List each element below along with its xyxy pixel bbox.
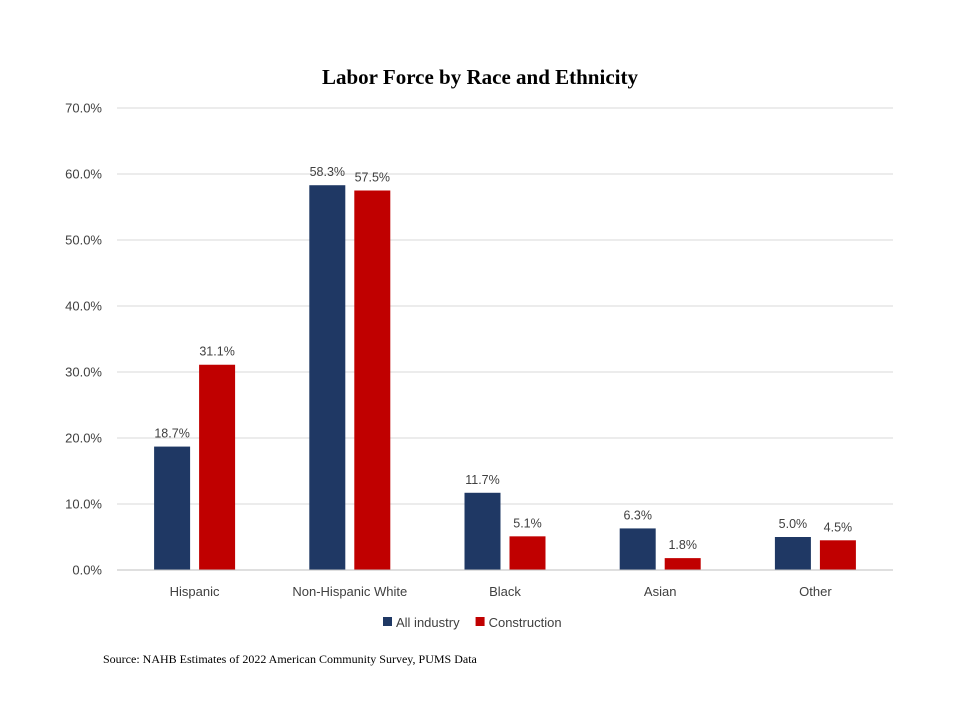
legend-label: All industry — [396, 615, 460, 630]
category-label: Asian — [644, 584, 677, 599]
y-tick-label: 30.0% — [65, 365, 102, 380]
data-label: 57.5% — [355, 171, 390, 185]
bar — [774, 537, 811, 570]
bar — [819, 540, 856, 570]
y-tick-label: 60.0% — [65, 167, 102, 182]
category-label: Hispanic — [170, 584, 220, 599]
legend-swatch — [475, 617, 485, 626]
data-labels: 18.7% 31.1% 58.3% 57.5% 11.7% 5.1% 6.3% 1.8% 5.0… — [154, 165, 852, 552]
legend-swatch — [383, 617, 392, 626]
chart-title: Labor Force by Race and Ethnicity — [322, 65, 638, 89]
y-tick-label: 40.0% — [65, 299, 102, 314]
bar — [664, 558, 701, 570]
y-axis-ticks: 0.0% 10.0% 20.0% 30.0% 40.0% 50.0% 60.0% 70.0% — [65, 101, 102, 578]
bar — [309, 185, 346, 570]
data-label: 4.5% — [824, 520, 853, 534]
bar — [199, 364, 236, 570]
data-label: 18.7% — [154, 427, 189, 441]
bar — [154, 446, 191, 570]
y-tick-label: 20.0% — [65, 431, 102, 446]
data-label: 5.0% — [779, 517, 808, 531]
bar — [354, 190, 391, 570]
data-label: 1.8% — [668, 538, 697, 552]
y-tick-label: 50.0% — [65, 233, 102, 248]
y-tick-label: 0.0% — [72, 563, 102, 578]
x-axis-categories: Hispanic Non-Hispanic White Black Asian Othe… — [170, 584, 833, 599]
data-label: 5.1% — [513, 516, 542, 530]
data-label: 31.1% — [199, 345, 234, 359]
bar — [619, 528, 656, 570]
category-label: Non-Hispanic White — [292, 584, 407, 599]
bar — [509, 536, 546, 570]
source-note: Source: NAHB Estimates of 2022 American … — [103, 652, 478, 666]
y-tick-label: 70.0% — [65, 101, 102, 116]
y-tick-label: 10.0% — [65, 497, 102, 512]
category-label: Black — [489, 584, 521, 599]
gridlines — [117, 107, 893, 505]
data-label: 6.3% — [623, 508, 652, 522]
category-label: Other — [799, 584, 832, 599]
data-label: 11.7% — [465, 473, 500, 487]
bar — [464, 492, 501, 570]
bars — [154, 185, 856, 570]
legend: All industry Construction — [383, 615, 562, 630]
legend-label: Construction — [489, 615, 562, 630]
data-label: 58.3% — [310, 165, 345, 179]
